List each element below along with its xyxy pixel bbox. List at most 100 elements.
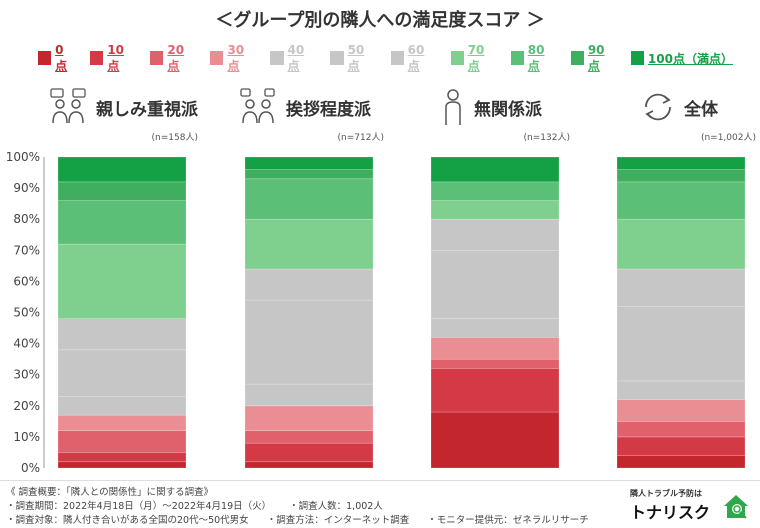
bar-segment <box>57 318 187 351</box>
footer-divider <box>0 480 760 481</box>
legend-item: 0点 <box>38 43 74 74</box>
legend-item: 40点 <box>270 43 314 74</box>
bar-segment <box>616 436 746 456</box>
bar-segment <box>430 358 560 369</box>
legend-swatch <box>330 51 344 65</box>
bar-segment <box>616 169 746 183</box>
bar-segment <box>616 399 746 422</box>
stacked-bar-chart: 0% 10% 20% 30% 40% 50% 60% 70% 80% 90% 100% <box>6 150 746 475</box>
legend-swatch <box>150 51 164 65</box>
legend-item: 90点 <box>570 42 615 74</box>
bar-segment <box>430 181 560 201</box>
legend-label: 60点 <box>407 42 425 73</box>
y-tick-label: 50% <box>13 306 40 320</box>
group-n: (n=712人) <box>337 133 384 143</box>
legend-swatch <box>90 51 104 65</box>
bar-segment <box>616 380 746 400</box>
y-tick-label: 70% <box>13 243 40 257</box>
legend-item: 10点 <box>90 43 134 74</box>
legend-label: 10点 <box>107 42 125 73</box>
group-n: (n=158人) <box>151 133 198 143</box>
legend-label: 50点 <box>347 42 365 73</box>
group-name: 親しみ重視派 <box>96 99 198 120</box>
y-tick-label: 80% <box>13 212 40 226</box>
cycle-arrows-icon <box>645 93 671 121</box>
legend: 0点 10点 20点 30点 40点 50点 60点 70点 80点 90点 100点（満点） <box>38 43 738 73</box>
bar-segment <box>57 349 187 397</box>
y-tick-label: 20% <box>13 399 40 413</box>
survey-overview: 《 調査概要：「隣人との関係性」に関する調査》 <box>6 487 214 498</box>
bar-segment <box>244 169 374 180</box>
y-tick-label: 30% <box>13 368 40 382</box>
chat-people-icon <box>50 88 86 124</box>
survey-method: ・調査方法：インターネット調査 <box>266 515 410 526</box>
bar-segment <box>244 299 374 385</box>
legend-item: 20点 <box>150 43 194 74</box>
y-tick-label: 0% <box>21 461 40 475</box>
legend-label: 80点 <box>527 42 545 73</box>
bar-segment <box>57 396 187 416</box>
bar-segment <box>57 243 187 320</box>
survey-period: ・調査期間：2022年4月18日（月）～2022年4月19日（火） <box>6 501 272 512</box>
bar-segment <box>616 305 746 382</box>
legend-swatch <box>270 51 284 65</box>
house-magnifier-icon <box>724 495 748 519</box>
legend-swatch <box>570 51 584 65</box>
bar-segment <box>616 455 746 469</box>
legend-swatch <box>510 51 524 65</box>
legend-item: 70点 <box>450 42 495 74</box>
bar-segment <box>244 461 374 469</box>
bar-segment <box>57 181 187 201</box>
bar-segment <box>57 452 187 463</box>
legend-label: 90点 <box>587 42 605 73</box>
group-header-4: 全体 <box>640 82 718 132</box>
bar-segment <box>244 268 374 301</box>
brand-logo: 隣人トラブル予防は トナリスク <box>630 488 756 522</box>
brand-tagline: 隣人トラブル予防は <box>630 489 702 498</box>
bar-segment <box>244 383 374 407</box>
group-n: (n=132人) <box>523 133 570 143</box>
y-tick-label: 90% <box>13 181 40 195</box>
bar-segment <box>244 178 374 220</box>
y-tick-label: 100% <box>6 150 40 164</box>
bar-segment <box>616 181 746 220</box>
y-tick-label: 10% <box>13 430 40 444</box>
bar-segment <box>616 156 746 170</box>
legend-label: 40点 <box>287 42 305 73</box>
bar-segment <box>430 368 560 413</box>
bar-segment <box>616 218 746 270</box>
bar-segment <box>57 430 187 453</box>
bar-segment <box>616 421 746 438</box>
bar-segment <box>430 318 560 338</box>
survey-target: ・調査対象：隣人付き合いがある全国の20代～50代男女 <box>6 515 249 526</box>
bar-segment <box>244 430 374 444</box>
y-tick-label: 40% <box>13 337 40 351</box>
group-header-1: 親しみ重視派 <box>48 82 198 132</box>
brand-name: トナリスク <box>630 503 711 522</box>
bar-segment <box>57 200 187 245</box>
bar-segment <box>430 200 560 220</box>
bar-segment <box>616 268 746 307</box>
legend-item: 60点 <box>390 42 435 74</box>
legend-label: 0点 <box>55 42 68 73</box>
survey-count: ・調査人数：1,002人 <box>289 501 383 512</box>
bar-segment <box>430 337 560 360</box>
legend-item: 50点 <box>330 43 374 74</box>
legend-item: 100点（満点） <box>630 50 733 67</box>
bar-segment <box>244 218 374 270</box>
legend-item: 30点 <box>210 43 254 74</box>
bar-segment <box>430 411 560 469</box>
legend-swatch <box>390 51 404 65</box>
legend-label: 30点 <box>227 42 245 73</box>
bar-segment <box>57 461 187 469</box>
legend-swatch <box>450 51 464 65</box>
legend-label: 20点 <box>167 42 185 73</box>
bar-segment <box>57 156 187 183</box>
group-name: 挨拶程度派 <box>286 99 371 120</box>
y-tick-label: 60% <box>13 274 40 288</box>
group-name: 無関係派 <box>474 99 542 120</box>
chart-title: ＜グループ別の隣人への満足度スコア ＞ <box>215 10 545 31</box>
legend-label: 70点 <box>467 42 485 73</box>
group-name: 全体 <box>684 99 718 120</box>
bar-segment <box>430 156 560 183</box>
